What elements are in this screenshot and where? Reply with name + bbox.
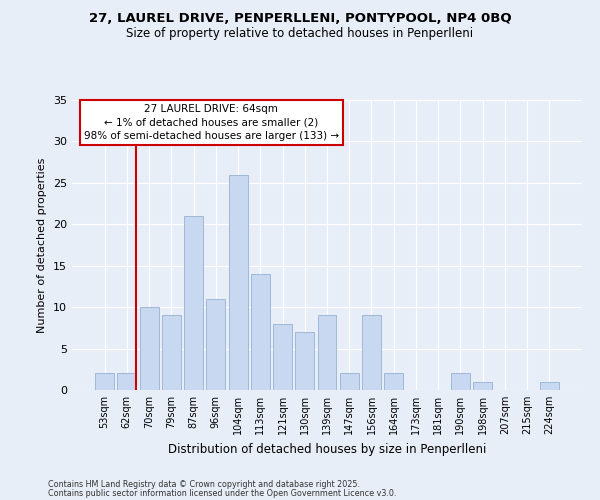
Text: Size of property relative to detached houses in Penperlleni: Size of property relative to detached ho… [127,28,473,40]
Bar [362,316,381,390]
Bar [384,374,403,390]
Bar [540,382,559,390]
Text: Contains HM Land Registry data © Crown copyright and database right 2025.: Contains HM Land Registry data © Crown c… [48,480,360,489]
Bar [140,307,158,390]
Bar [473,382,492,390]
Bar [251,274,270,390]
X-axis label: Distribution of detached houses by size in Penperlleni: Distribution of detached houses by size … [168,442,486,456]
Bar [295,332,314,390]
Bar [229,174,248,390]
Text: 27 LAUREL DRIVE: 64sqm
← 1% of detached houses are smaller (2)
98% of semi-detac: 27 LAUREL DRIVE: 64sqm ← 1% of detached … [84,104,339,141]
Bar [95,374,114,390]
Bar [118,374,136,390]
Text: 27, LAUREL DRIVE, PENPERLLENI, PONTYPOOL, NP4 0BQ: 27, LAUREL DRIVE, PENPERLLENI, PONTYPOOL… [89,12,511,26]
Bar [206,299,225,390]
Bar [317,316,337,390]
Text: Contains public sector information licensed under the Open Government Licence v3: Contains public sector information licen… [48,488,397,498]
Bar [340,374,359,390]
Y-axis label: Number of detached properties: Number of detached properties [37,158,47,332]
Bar [184,216,203,390]
Bar [273,324,292,390]
Bar [451,374,470,390]
Bar [162,316,181,390]
